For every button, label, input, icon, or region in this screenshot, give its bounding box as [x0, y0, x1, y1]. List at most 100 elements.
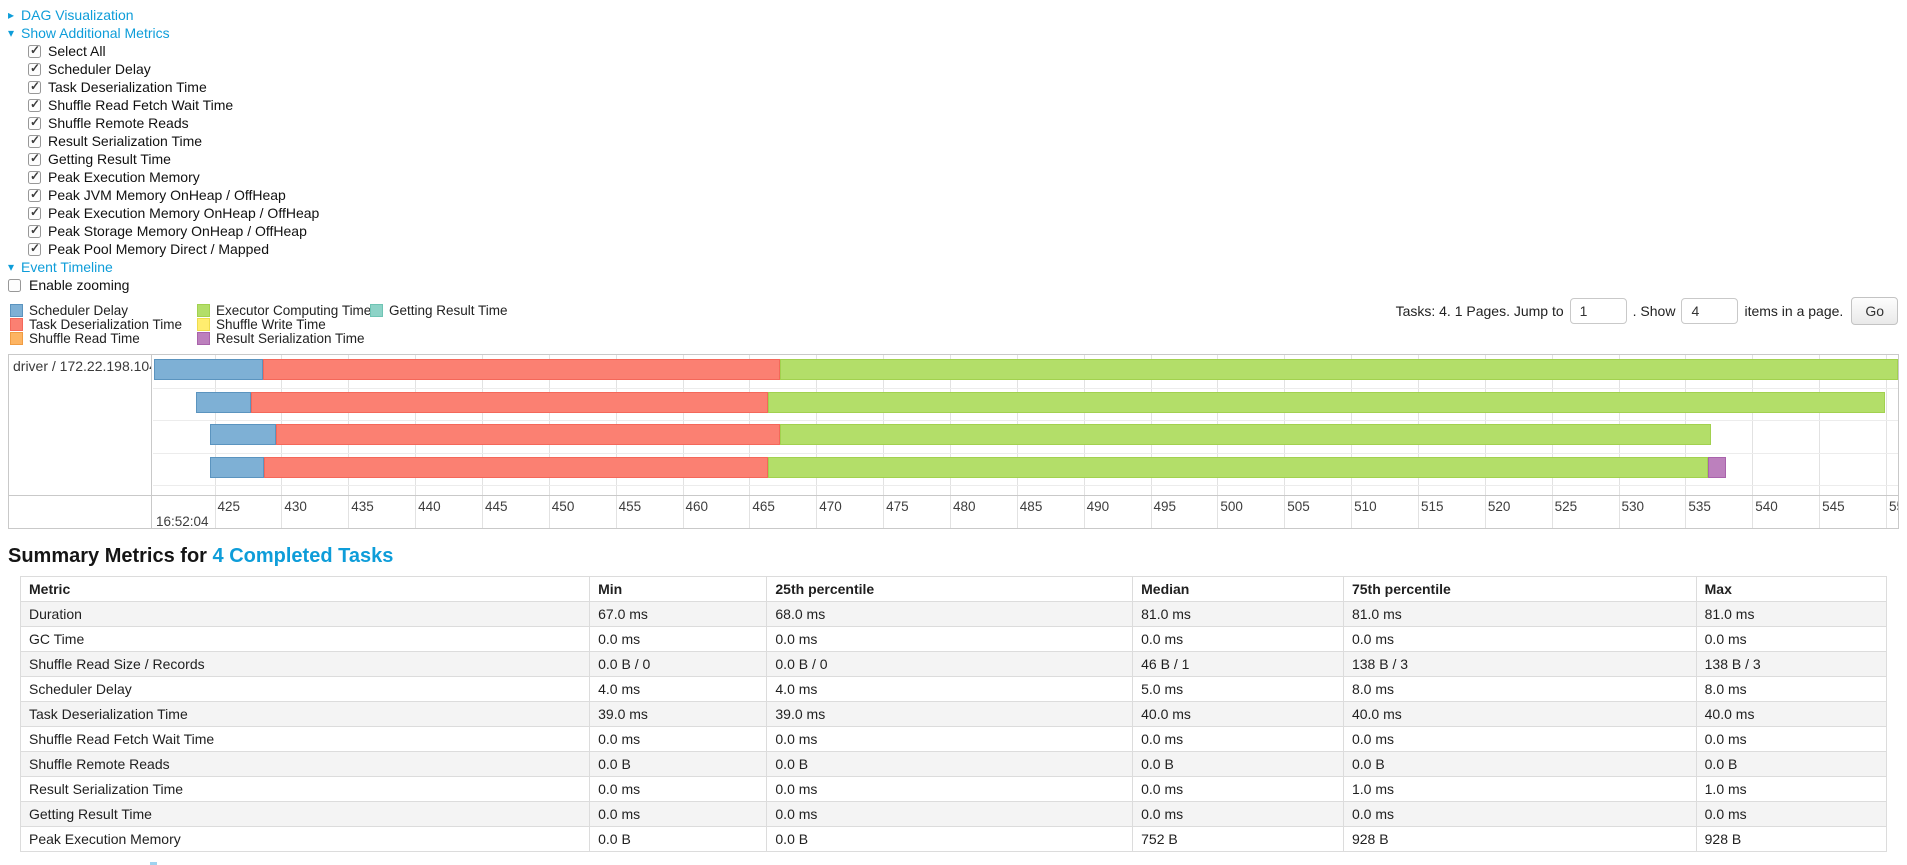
task-1-scheduler-delay-bar[interactable] — [154, 359, 263, 380]
metric-checkbox[interactable] — [28, 43, 41, 58]
metric-option-peak-storage-memory-onheap-offheap[interactable]: Peak Storage Memory OnHeap / OffHeap — [28, 222, 307, 240]
enable-zooming-label: Enable zooming — [29, 277, 130, 293]
items-per-page-input[interactable] — [1681, 298, 1739, 324]
metric-value-cell: 928 B — [1695, 826, 1888, 852]
metric-checkbox[interactable] — [28, 241, 41, 256]
event-timeline-chart: driver / 172.22.198.104 425 430 435 440 445 4… — [8, 354, 1899, 529]
legend-item-result-serialization: Result Serialization Time — [197, 331, 370, 346]
column-header-metric: Metric — [19, 576, 591, 602]
timeline-plot-area[interactable]: 425 430 435 440 445 450 455 460 465 470 475 480 485 4… — [153, 355, 1898, 528]
metric-option-select-all[interactable]: Select All — [28, 42, 106, 60]
metric-checkbox[interactable] — [28, 151, 41, 166]
metric-name-cell: GC Time — [19, 626, 591, 652]
task-4-scheduler-delay-bar[interactable] — [210, 456, 264, 478]
metric-checkbox-label: Getting Result Time — [48, 151, 171, 167]
metric-option-shuffle-remote-reads[interactable]: Shuffle Remote Reads — [28, 114, 189, 132]
event-timeline-toggle[interactable]: ▾ Event Timeline — [8, 258, 1899, 276]
metric-checkbox-label: Task Deserialization Time — [48, 79, 207, 95]
metric-value-cell: 0.0 B / 0 — [589, 651, 768, 677]
metric-option-peak-execution-memory[interactable]: Peak Execution Memory — [28, 168, 200, 186]
task-3-task-deserialization-bar[interactable] — [276, 424, 781, 445]
axis-major-label: 16:52:04 — [156, 514, 209, 528]
legend-item-task-deserialization: Task Deserialization Time — [10, 317, 197, 332]
metric-option-getting-result-time[interactable]: Getting Result Time — [28, 150, 171, 168]
axis-tick-label: 490 — [1086, 499, 1110, 514]
metric-checkbox-label: Select All — [48, 43, 106, 59]
task-1-task-deserialization-bar[interactable] — [262, 359, 781, 380]
column-header-min: Min — [589, 576, 768, 602]
dag-visualization-toggle[interactable]: ▸ DAG Visualization — [8, 6, 1899, 24]
metric-value-cell: 81.0 ms — [1132, 601, 1344, 627]
axis-tick-label: 480 — [952, 499, 976, 514]
metric-value-cell: 928 B — [1342, 826, 1697, 852]
task-3-scheduler-delay-bar[interactable] — [210, 424, 276, 445]
additional-metrics-checkbox-list: Select All Scheduler Delay Task Deserializ… — [8, 42, 1899, 258]
metric-value-cell: 81.0 ms — [1342, 601, 1697, 627]
legend-item-getting-result: Getting Result Time — [370, 302, 508, 318]
task-2-scheduler-delay-bar[interactable] — [195, 391, 251, 413]
metric-checkbox[interactable] — [28, 61, 41, 76]
axis-tick-label: 550 — [1888, 499, 1898, 514]
metric-checkbox[interactable] — [28, 115, 41, 130]
table-row: Shuffle Read Fetch Wait Time 0.0 ms 0.0 ms… — [19, 726, 1888, 752]
pagination-summary-text: Tasks: 4. 1 Pages. Jump to — [1395, 303, 1564, 319]
metric-option-result-serialization-time[interactable]: Result Serialization Time — [28, 132, 202, 150]
metric-checkbox-label: Shuffle Read Fetch Wait Time — [48, 97, 234, 113]
legend-label: Getting Result Time — [389, 302, 508, 318]
executor-computing-swatch-icon — [197, 303, 210, 317]
axis-tick-label: 455 — [618, 499, 642, 514]
result-serialization-swatch-icon — [197, 332, 210, 346]
metric-option-peak-jvm-memory-onheap-offheap[interactable]: Peak JVM Memory OnHeap / OffHeap — [28, 186, 286, 204]
task-4-task-deserialization-bar[interactable] — [263, 456, 769, 478]
show-additional-metrics-label: Show Additional Metrics — [21, 25, 170, 41]
task-1-executor-computing-bar[interactable] — [780, 359, 1898, 380]
metric-checkbox[interactable] — [28, 79, 41, 94]
enable-zooming-option[interactable]: Enable zooming — [8, 276, 129, 294]
jump-to-page-input[interactable] — [1569, 298, 1627, 324]
axis-tick-label: 535 — [1688, 499, 1711, 514]
task-4-result-serialization-bar[interactable] — [1708, 456, 1726, 478]
legend-label: Executor Computing Time — [216, 302, 372, 318]
axis-tick-label: 435 — [351, 499, 374, 514]
metric-checkbox-label: Scheduler Delay — [48, 61, 151, 77]
go-button[interactable]: Go — [1851, 297, 1898, 325]
task-2-executor-computing-bar[interactable] — [768, 391, 1885, 413]
row-separator-line — [153, 420, 1898, 421]
axis-tick-label: 425 — [217, 499, 241, 514]
metric-name-cell: Shuffle Read Size / Records — [19, 651, 591, 677]
metric-checkbox[interactable] — [28, 223, 41, 238]
task-3-executor-computing-bar[interactable] — [780, 424, 1711, 445]
metric-option-peak-execution-memory-onheap-offheap[interactable]: Peak Execution Memory OnHeap / OffHeap — [28, 204, 319, 222]
metric-option-task-deserialization-time[interactable]: Task Deserialization Time — [28, 78, 207, 96]
completed-tasks-link[interactable]: 4 Completed Tasks — [212, 545, 394, 567]
metric-value-cell: 4.0 ms — [589, 676, 768, 702]
metric-checkbox[interactable] — [28, 187, 41, 202]
metric-value-cell: 1.0 ms — [1695, 776, 1888, 802]
axis-tick-label: 475 — [886, 499, 909, 514]
metric-checkbox[interactable] — [28, 133, 41, 148]
metric-checkbox-item: Peak Pool Memory Direct / Mapped — [28, 240, 1899, 258]
metric-option-peak-pool-memory-direct-mapped[interactable]: Peak Pool Memory Direct / Mapped — [28, 240, 269, 258]
metric-name-cell: Scheduler Delay — [19, 676, 591, 702]
metric-option-scheduler-delay[interactable]: Scheduler Delay — [28, 60, 151, 78]
metric-value-cell: 0.0 B — [766, 751, 1134, 777]
show-additional-metrics-toggle[interactable]: ▾ Show Additional Metrics — [8, 24, 1899, 42]
metric-value-cell: 8.0 ms — [1695, 676, 1888, 702]
metric-option-shuffle-read-fetch-wait-time[interactable]: Shuffle Read Fetch Wait Time — [28, 96, 233, 114]
metric-value-cell: 0.0 ms — [1342, 801, 1697, 827]
metric-value-cell: 0.0 ms — [1695, 801, 1888, 827]
metric-checkbox[interactable] — [28, 97, 41, 112]
table-row: Shuffle Remote Reads 0.0 B 0.0 B 0.0 B 0.0 B… — [19, 751, 1888, 777]
axis-tick-label: 510 — [1354, 499, 1377, 514]
metric-checkbox[interactable] — [28, 169, 41, 184]
task-4-executor-computing-bar[interactable] — [768, 456, 1709, 478]
task-2-task-deserialization-bar[interactable] — [250, 391, 769, 413]
collapsed-arrow-icon: ▸ — [8, 8, 15, 22]
axis-separator-line — [9, 495, 1898, 496]
metric-value-cell: 0.0 ms — [1132, 801, 1344, 827]
axis-tick-label: 485 — [1019, 499, 1043, 514]
metric-value-cell: 0.0 ms — [1132, 726, 1344, 752]
enable-zooming-checkbox[interactable] — [8, 278, 21, 292]
metric-checkbox[interactable] — [28, 205, 41, 220]
